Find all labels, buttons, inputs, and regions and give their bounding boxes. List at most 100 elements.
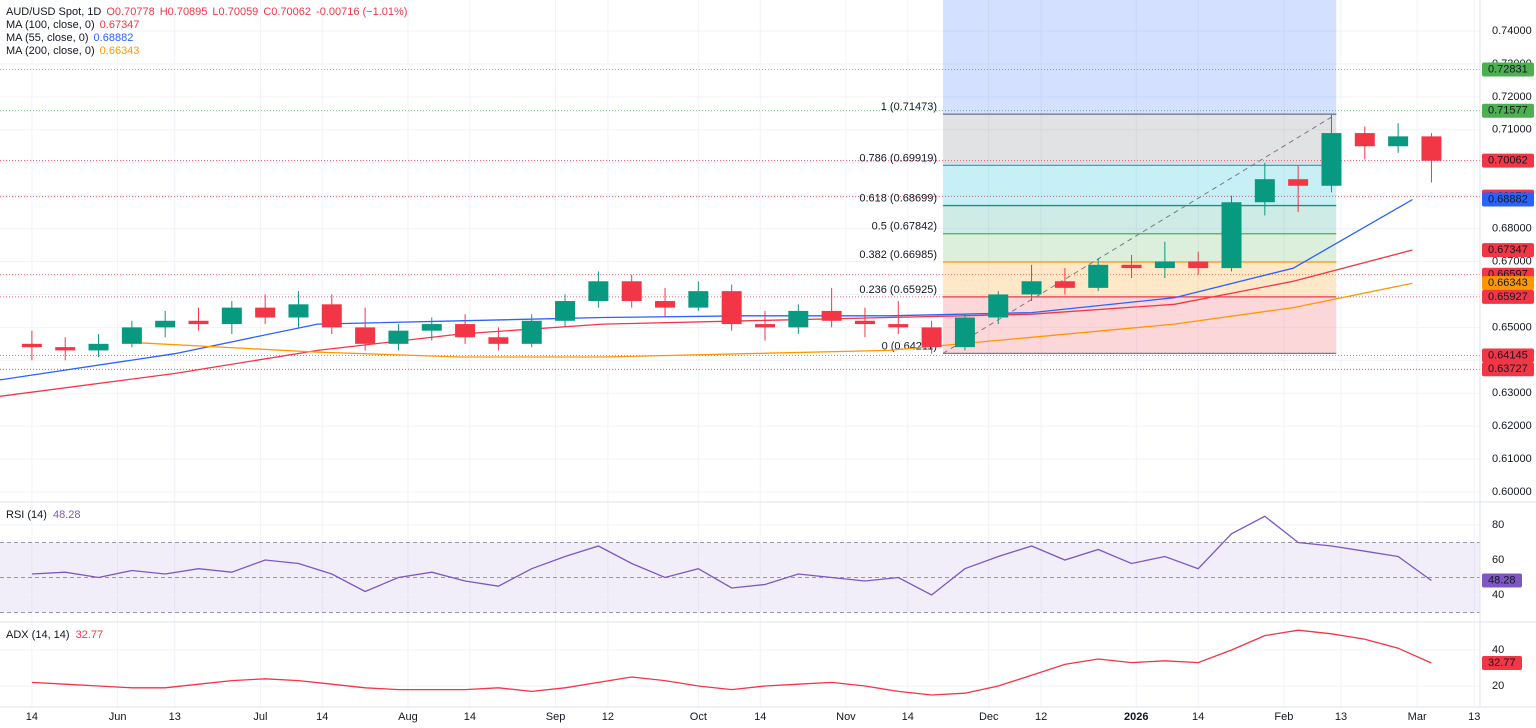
x-tick-label: Sep: [546, 711, 566, 723]
candle-body: [1021, 281, 1042, 295]
candle-body: [355, 327, 376, 344]
indicator-badge-label: 48.28: [1488, 574, 1516, 586]
candle-body: [188, 320, 209, 325]
price-badge-label: 0.71577: [1488, 105, 1528, 117]
price-badge-label: 0.63727: [1488, 363, 1528, 375]
indicator-name: ADX (14, 14): [6, 629, 70, 641]
x-tick-label: Dec: [979, 711, 999, 723]
y-tick-label: 0.61000: [1492, 453, 1532, 465]
price-badge-label: 0.67347: [1488, 244, 1528, 256]
candle-body: [321, 304, 342, 328]
price-badge-label: 0.70062: [1488, 155, 1528, 167]
candle-body: [421, 324, 442, 331]
ohlc-value: L0.70059: [212, 6, 258, 18]
plot: [0, 114, 1442, 696]
candle-body: [488, 337, 509, 344]
candle-body: [155, 320, 176, 328]
ma-name: MA (55, close, 0): [6, 32, 89, 44]
candle-body: [121, 327, 142, 344]
x-tick-label: 14: [754, 711, 766, 723]
x-tick-label: 12: [1035, 711, 1047, 723]
y-tick-label: 0.67000: [1492, 255, 1532, 267]
indicator-name: RSI (14): [6, 509, 47, 521]
x-tick-label: 14: [316, 711, 328, 723]
candle-body: [655, 301, 676, 308]
price-badge-label: 0.65927: [1488, 291, 1528, 303]
y-tick-label: 0.63000: [1492, 387, 1532, 399]
fib-label: 1 (0.71473): [881, 101, 937, 113]
y-tick-label: 0.60000: [1492, 486, 1532, 498]
candle-body: [1354, 133, 1375, 147]
price-badge-label: 0.66343: [1488, 277, 1528, 289]
x-tick-label: 13: [1335, 711, 1347, 723]
candle-body: [255, 307, 276, 318]
moving-average: [0, 249, 1413, 397]
indicator-line: [31, 629, 1432, 696]
ma-value: 0.66343: [100, 45, 140, 57]
price-badge-label: 0.68882: [1488, 193, 1528, 205]
candle-body: [1221, 202, 1242, 269]
fib-zone: [943, 114, 1337, 166]
x-tick-label: 14: [26, 711, 38, 723]
fib-label: 0.382 (0.66985): [859, 249, 937, 261]
indicator-badge: [1482, 573, 1522, 588]
fib-label: 0.236 (0.65925): [859, 284, 937, 296]
candle-body: [1254, 179, 1275, 203]
indicator-badge-label: 32.77: [1488, 657, 1516, 669]
price-badge: [1482, 243, 1534, 258]
indicator-badge: [1482, 656, 1522, 671]
candle-body: [555, 301, 576, 321]
candle-body: [988, 294, 1009, 318]
candle-body: [1321, 133, 1342, 186]
fib-label: 0.5 (0.67842): [872, 221, 937, 233]
grid: [0, 0, 1480, 707]
candle-body: [1288, 179, 1309, 186]
ohlc-value: O0.70778: [106, 6, 154, 18]
y-tick-label: 0.74000: [1492, 25, 1532, 37]
x-tick-label: 13: [169, 711, 181, 723]
y-tick-label: 40: [1492, 644, 1504, 656]
y-tick-label: 80: [1492, 519, 1504, 531]
indicator-value: 48.28: [53, 509, 81, 521]
candle-body: [55, 347, 76, 351]
ma-legend: MA (55, close, 0) 0.68882: [6, 32, 133, 44]
x-tick-label: Jun: [109, 711, 127, 723]
fibonacci: 1 (0.71473) 0.786 (0.69919) 0.618 (0.68699…: [859, 0, 1337, 355]
x-tick-label: Nov: [836, 711, 856, 723]
price-badge: [1482, 62, 1534, 77]
x-tick-label: Mar: [1408, 711, 1427, 723]
ohlc-value: -0.00716 (−1.01%): [316, 6, 407, 18]
price-badge-label: 0.64145: [1488, 349, 1528, 361]
x-tick-label: 14: [902, 711, 914, 723]
symbol-header: AUD/USD Spot, 1D O0.70778 H0.70895 L0.70059…: [6, 6, 407, 18]
indicator-line: [31, 515, 1432, 596]
candle-body: [721, 291, 742, 325]
candle-body: [754, 324, 775, 328]
candle-body: [221, 307, 242, 325]
candle-body: [954, 317, 975, 348]
price-badge: [1482, 289, 1534, 304]
candle-body: [88, 343, 109, 351]
candle-body: [1088, 264, 1109, 288]
price-badge: [1482, 276, 1534, 291]
candle-body: [388, 330, 409, 344]
x-tick-label: 14: [1192, 711, 1204, 723]
price-badge: [1482, 362, 1534, 377]
x-tick-label: 14: [464, 711, 476, 723]
y-tick-label: 40: [1492, 589, 1504, 601]
x-tick-label: Feb: [1274, 711, 1293, 723]
indicator-title: ADX (14, 14) 32.77: [6, 629, 103, 641]
fib-zone: [943, 165, 1337, 206]
y-tick-label: 0.68000: [1492, 222, 1532, 234]
fib-top-zone: [943, 0, 1337, 115]
candle-body: [1421, 136, 1442, 161]
price-badge: [1482, 103, 1534, 118]
x-tick-label: Aug: [398, 711, 418, 723]
ma-value: 0.68882: [94, 32, 134, 44]
candle-body: [288, 304, 309, 318]
fib-label: 0.618 (0.68699): [859, 192, 937, 204]
ma-value: 0.67347: [100, 19, 140, 31]
candle-body: [1121, 264, 1142, 269]
